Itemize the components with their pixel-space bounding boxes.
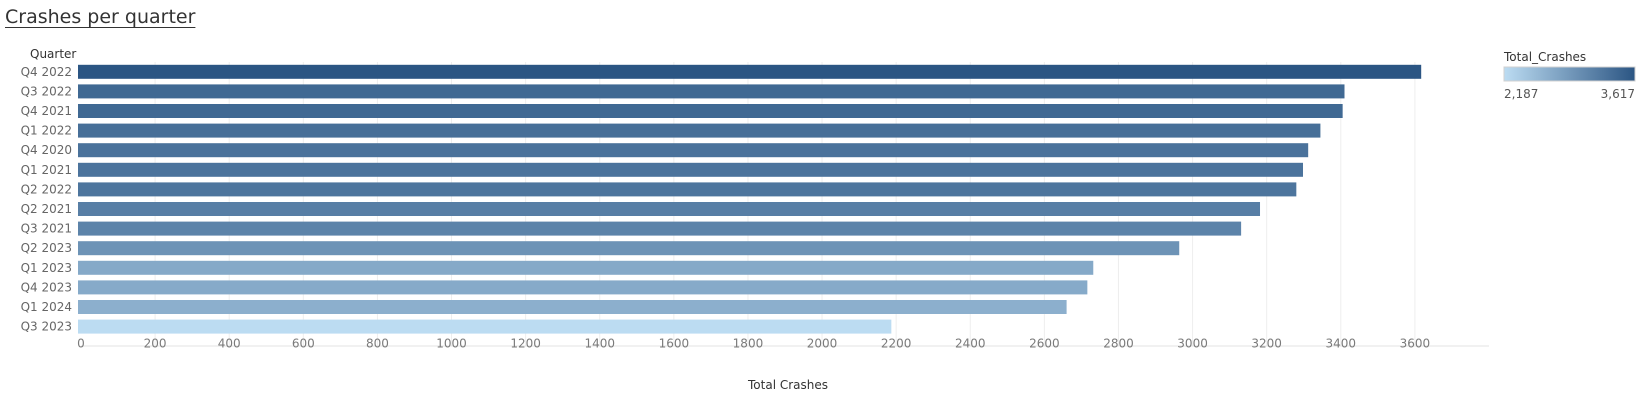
bar [78, 260, 1094, 275]
category-label: Q2 2022 [21, 182, 72, 196]
bar [78, 202, 1261, 216]
category-label: Q1 2023 [21, 261, 72, 275]
x-tick-label: 1000 [436, 337, 467, 351]
category-label: Q3 2023 [21, 320, 72, 334]
x-tick-label: 1800 [733, 337, 764, 351]
x-tick-label: 200 [144, 337, 167, 351]
x-tick-label: 2400 [955, 337, 986, 351]
bar [78, 221, 1242, 236]
bar [78, 300, 1067, 314]
legend-title: Total_Crashes [1503, 50, 1586, 64]
chart-title: Crashes per quarter [5, 6, 196, 28]
x-tick-label: 600 [292, 337, 315, 351]
category-label: Q4 2021 [21, 104, 72, 118]
bar [78, 241, 1180, 256]
bar [78, 319, 892, 334]
category-label: Q2 2021 [21, 202, 72, 216]
x-tick-label: 3400 [1326, 337, 1357, 351]
x-tick-label: 3600 [1400, 337, 1431, 351]
bars [78, 64, 1422, 334]
bar [78, 64, 1422, 79]
category-label: Q1 2022 [21, 124, 72, 138]
category-labels: Q4 2022 Q3 2022 Q4 2021 Q1 2022 Q4 2020 Q1 20… [21, 65, 72, 334]
x-tick-label: 3000 [1177, 337, 1208, 351]
category-label: Q3 2022 [21, 84, 72, 98]
color-legend: Total_Crashes 2,187 3,617 [1503, 50, 1636, 101]
x-axis-title: Total Crashes [747, 378, 828, 392]
bar [78, 84, 1345, 99]
legend-max-label: 3,617 [1601, 87, 1635, 101]
bar [78, 104, 1343, 118]
bar [78, 280, 1088, 295]
x-tick-label: 3200 [1251, 337, 1282, 351]
x-tick-label: 2600 [1029, 337, 1060, 351]
x-tick-label: 2800 [1103, 337, 1134, 351]
x-tick-label: 1200 [510, 337, 541, 351]
category-label: Q3 2021 [21, 222, 72, 236]
x-axis-ticks: 0 200 400 600 800 1000 1200 1400 1600 1800 2000 220… [77, 337, 1430, 351]
x-tick-label: 1600 [659, 337, 690, 351]
x-tick-label: 0 [77, 337, 85, 351]
x-tick-label: 800 [366, 337, 389, 351]
legend-gradient-bar [1503, 66, 1636, 82]
category-label: Q1 2021 [21, 163, 72, 177]
bar [78, 123, 1321, 138]
category-label: Q4 2023 [21, 280, 72, 294]
bar [78, 162, 1303, 177]
bar [78, 143, 1309, 158]
x-tick-label: 2200 [881, 337, 912, 351]
bar [78, 182, 1297, 197]
category-label: Q4 2020 [21, 143, 72, 157]
category-label: Q1 2024 [21, 300, 72, 314]
category-label: Q2 2023 [21, 241, 72, 255]
legend-min-label: 2,187 [1504, 87, 1538, 101]
x-tick-label: 2000 [807, 337, 838, 351]
x-tick-label: 1400 [584, 337, 615, 351]
category-label: Q4 2022 [21, 65, 72, 79]
category-axis-title: Quarter [30, 47, 76, 61]
x-tick-label: 400 [218, 337, 241, 351]
